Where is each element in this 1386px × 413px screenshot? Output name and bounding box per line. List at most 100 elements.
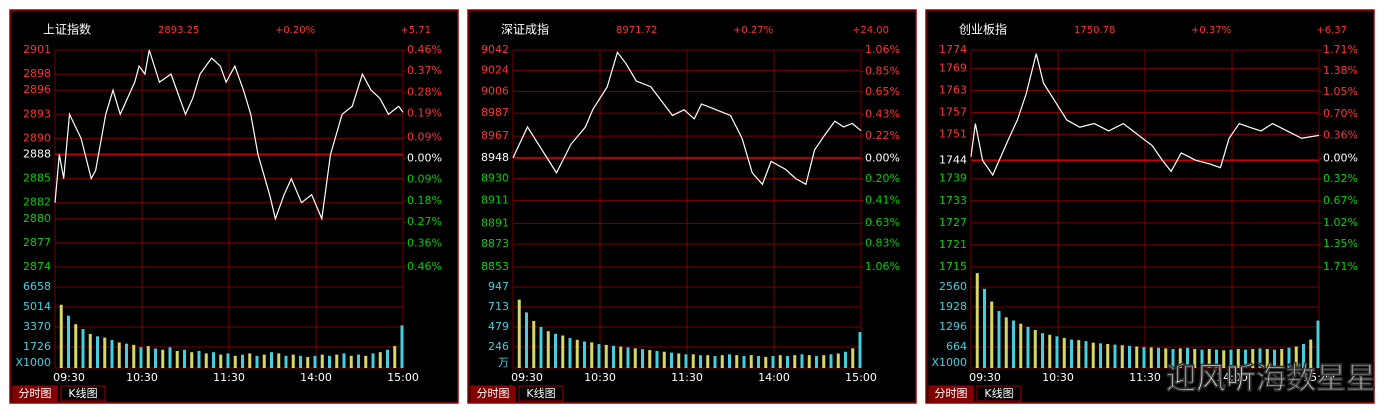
y2-tick-label: 0.00% [407,152,442,165]
volume-bar [291,354,295,368]
y2-tick-label: 1.71% [1323,260,1358,273]
y-tick-label: 8873 [481,237,509,250]
volume-bar [604,344,608,368]
volume-bar [349,355,353,368]
y2-tick-label: 0.32% [1323,172,1358,185]
tab[interactable] [928,385,974,402]
volume-bar [1280,349,1284,368]
volume-bar [320,354,324,368]
volume-bar [1193,349,1197,368]
x-tick-label: 11:30 [213,371,245,384]
volume-bar [190,352,194,368]
y-tick-label: 2885 [23,172,51,185]
volume-bar [554,333,557,368]
y-tick-label: 2896 [23,83,51,96]
y-tick-label: 1727 [939,216,967,229]
y2-tick-label: 1.02% [1323,216,1358,229]
volume-tick-label: 246 [488,340,509,353]
volume-bar [1062,337,1066,368]
volume-bar [74,324,78,368]
y2-tick-label: 0.18% [407,194,442,207]
y-tick-label: 8930 [481,172,509,185]
volume-bar [125,343,128,368]
volume-bar [175,350,179,368]
y2-tick-label: 0.19% [407,107,442,120]
volume-bar [1033,330,1037,368]
volume-bar [204,353,208,368]
tab-label[interactable]: K线图 [984,386,1013,400]
volume-bar [691,354,695,368]
y2-tick-label: 0.36% [407,236,442,249]
y-tick-label: 1774 [939,43,967,56]
volume-bar [1273,349,1276,368]
y-tick-label: 2901 [23,43,51,56]
volume-bar [357,354,360,368]
y2-tick-label: 0.43% [865,107,900,120]
y2-tick-label: 0.46% [407,43,442,56]
volume-bar [299,355,302,368]
volume-tick-label: 479 [488,320,509,333]
volume-bar [1215,349,1218,368]
volume-bar [684,354,688,368]
price-line [512,50,862,186]
change-percent: +0.27% [733,25,773,36]
volume-bar [662,351,666,368]
volume-bar [1070,339,1073,368]
volume-bar [619,346,623,368]
volume-bar [277,353,281,368]
volume-bar [1200,349,1204,368]
y2-tick-label: 1.38% [1323,64,1358,77]
volume-bar [771,356,775,368]
volume-bar [749,355,753,368]
tab-label[interactable]: 分时图 [935,387,968,400]
volume-bar [764,356,768,368]
volume-bar [1048,334,1052,368]
change-percent: +0.37% [1191,25,1231,36]
price-line [54,49,404,222]
volume-bar [248,353,252,368]
volume-tick-label: 1928 [939,300,967,313]
x-tick-label: 09:30 [511,371,543,384]
tab[interactable] [470,385,516,402]
volume-bar [306,357,310,368]
volume-tick-label: 5014 [23,300,51,313]
volume-bar [793,355,797,368]
x-tick-label: 10:30 [126,371,158,384]
x-tick-label: 15:00 [845,371,877,384]
y-tick-label: 9006 [481,84,509,97]
y-tick-label: 1721 [939,238,967,251]
volume-bar [139,347,143,368]
volume-bar [713,356,717,368]
volume-bar [1091,342,1095,368]
volume-bar [1244,349,1247,368]
volume-bar [583,341,586,368]
x-tick-label: 09:30 [969,371,1001,384]
volume-bar [997,311,1001,368]
tab[interactable] [12,385,58,402]
volume-bar [699,355,702,368]
index-title: 创业板指 [959,22,1007,37]
tab-label[interactable]: 分时图 [477,387,510,400]
volume-bar [836,353,840,368]
tab[interactable] [60,385,106,402]
volume-bar [262,354,266,368]
tab[interactable] [976,385,1022,402]
volume-bar [990,301,994,368]
volume-bar [626,347,630,368]
y-tick-label: 2880 [23,212,51,225]
tab-label[interactable]: K线图 [526,386,555,400]
tab-label[interactable]: K线图 [68,386,97,400]
volume-bar [371,353,375,368]
x-tick-label: 10:30 [584,371,616,384]
volume-bar [393,346,397,368]
y2-tick-label: 0.46% [407,260,442,273]
tab[interactable] [518,385,564,402]
tab-label[interactable]: 分时图 [19,387,52,400]
chart-panel: 上证指数 2893.25 +0.20% +5.71 09:30 10:30 11:30 14:… [9,9,459,404]
volume-bar [800,354,804,368]
volume-bar [597,344,601,368]
volume-bar [1287,347,1291,368]
volume-bar [561,335,565,368]
volume-bar [1004,317,1008,368]
volume-bar [1229,349,1233,368]
